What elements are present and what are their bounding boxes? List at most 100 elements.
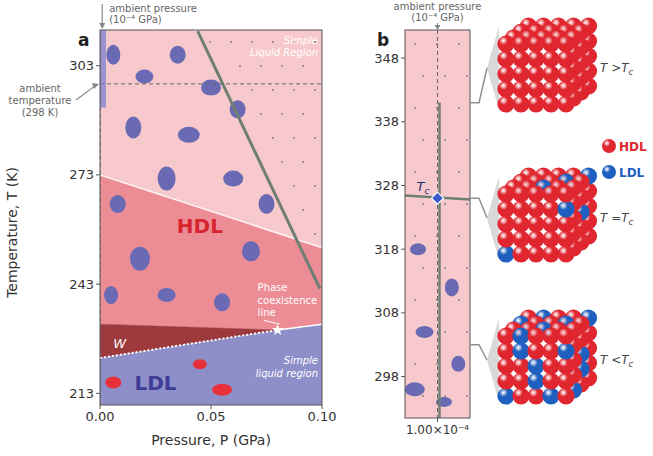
sphere: [497, 200, 514, 217]
sphere: [512, 342, 529, 359]
annotation: liquid region: [256, 368, 318, 379]
y-tick-label: 318: [374, 242, 399, 257]
state-label-sub: c: [629, 359, 634, 369]
sphere: [542, 387, 559, 404]
state-label: T =Tc: [600, 211, 634, 227]
sphere: [497, 50, 514, 67]
simple-liquid-boundary: [100, 175, 322, 248]
sphere: [512, 65, 529, 82]
hdl-blob: [212, 384, 232, 396]
hdl-blob: [193, 359, 207, 369]
y-tick-label: 338: [374, 114, 399, 129]
sphere: [527, 200, 544, 217]
plot-a: [100, 30, 322, 405]
sphere: [557, 215, 574, 232]
y-tick: [96, 284, 100, 285]
annotation: (10⁻⁴ GPa): [109, 14, 162, 25]
sphere: [512, 80, 529, 97]
cube: [497, 17, 597, 112]
annotation: Liquid Region: [250, 47, 318, 58]
annotation: Simple: [284, 35, 318, 46]
ldl-blob: [158, 288, 176, 302]
dot: [458, 43, 460, 45]
dot: [239, 65, 241, 67]
sphere: [527, 95, 544, 112]
ldl-blob: [214, 293, 230, 311]
ldl-blob: [158, 167, 176, 191]
dot: [272, 41, 274, 43]
leader: [264, 320, 280, 324]
sphere: [527, 327, 544, 344]
sphere: [512, 357, 529, 374]
dot: [466, 75, 468, 77]
legend-label: HDL: [619, 140, 647, 154]
sphere: [497, 35, 514, 52]
sphere: [497, 327, 514, 344]
legend-swatch: [602, 165, 616, 179]
dot: [293, 137, 295, 139]
dot: [281, 65, 283, 67]
dot: [251, 41, 253, 43]
dot: [209, 41, 211, 43]
sphere: [557, 387, 574, 404]
state-leader: [470, 198, 487, 218]
ldl-blob: [410, 243, 426, 255]
dot: [444, 331, 446, 333]
x-tick-label: 0.00: [86, 409, 115, 424]
dot: [314, 137, 316, 139]
ldl-blob: [178, 127, 200, 143]
legend-swatch: [602, 139, 616, 153]
ldl-blob: [130, 247, 150, 271]
annotation: line: [258, 307, 276, 318]
sphere: [527, 245, 544, 262]
annotation: Phase: [258, 282, 288, 293]
sphere: [557, 342, 574, 359]
annotation: LDL: [134, 371, 176, 395]
dot: [302, 161, 304, 163]
sphere: [557, 65, 574, 82]
state-label: T <Tc: [600, 353, 634, 369]
state-leader: [470, 345, 487, 360]
y-tick: [401, 376, 405, 377]
dot: [422, 75, 424, 77]
sphere: [557, 357, 574, 374]
ldl-blob: [259, 194, 275, 214]
sphere: [557, 327, 574, 344]
sphere: [542, 230, 559, 247]
dot: [444, 267, 446, 269]
state-label-sub: c: [629, 217, 634, 227]
dot: [422, 267, 424, 269]
wedge: [487, 176, 499, 260]
annotation: (10⁻⁴ GPa): [411, 12, 464, 23]
sphere: [542, 357, 559, 374]
figure: 0.000.050.10213243273303Pressure, P (GPa…: [0, 0, 653, 456]
annotation: coexistence: [258, 295, 318, 306]
annotation: (298 K): [22, 107, 59, 118]
y-tick: [401, 312, 405, 313]
ldl-blob: [125, 117, 141, 139]
sphere: [557, 95, 574, 112]
ldl-region: [100, 324, 322, 405]
sphere: [542, 65, 559, 82]
sphere: [527, 342, 544, 359]
ldl-blob: [445, 278, 459, 296]
sphere: [527, 357, 544, 374]
gray-vertical: [438, 103, 441, 418]
sphere: [542, 50, 559, 67]
ldl-blob: [405, 382, 425, 396]
sphere: [512, 230, 529, 247]
sphere: [542, 342, 559, 359]
x-axis-title: Pressure, P (GPa): [151, 432, 271, 448]
ldl-blob: [135, 70, 153, 84]
sphere: [557, 200, 574, 217]
cube: [497, 167, 597, 262]
dot: [314, 89, 316, 91]
arrowhead: [435, 25, 441, 30]
y-tick: [401, 121, 405, 122]
cube: [497, 309, 597, 404]
sphere: [497, 95, 514, 112]
dot: [422, 203, 424, 205]
sphere: [497, 357, 514, 374]
dot: [314, 233, 316, 235]
dot: [466, 267, 468, 269]
